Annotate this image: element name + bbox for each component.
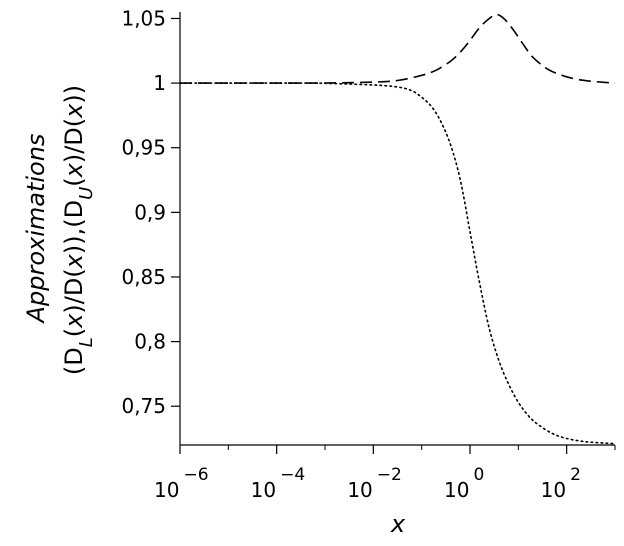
y-tick-label: 0,8: [134, 330, 166, 354]
ylabel-x2: x: [60, 253, 88, 269]
ticks-layer: 0,75 0,8 0,85 0,9 0,95 1 1,05 10−6 10−4 10−2 100 10…: [121, 6, 616, 502]
ylabel-part-mid4: (: [60, 177, 88, 186]
series-layer: [179, 13, 616, 445]
x-tick-label: 100: [444, 465, 484, 502]
y-tick-label: 0,95: [121, 136, 166, 160]
ylabel-x4: x: [60, 103, 88, 119]
series-upper-dashed-line: [179, 13, 616, 84]
y-tick-label: 0,75: [121, 394, 166, 418]
y-axis-label-line2-group: (DL(x)/D(x)),(DU(x)/D(x)): [60, 85, 97, 375]
x-axis-label: x: [390, 510, 406, 538]
ylabel-sub-l: L: [76, 337, 97, 347]
x-tick-label: 10−2: [347, 465, 402, 502]
plot-area: [179, 12, 615, 446]
series-lower-dotted-line: [179, 82, 616, 445]
ylabel-part-close: )): [60, 85, 88, 104]
x-tick-label: 10−6: [154, 465, 209, 502]
ylabel-sub-u: U: [76, 187, 97, 200]
y-tick-label: 1,05: [121, 6, 166, 30]
ylabel-part-mid5: )/D(: [60, 118, 88, 163]
ylabel-x1: x: [60, 313, 88, 329]
ylabel-x3: x: [60, 162, 88, 178]
y-axis-label-line2: (DL(x)/D(x)),(DU(x)/D(x)): [60, 85, 97, 375]
ylabel-part-open: (D: [60, 347, 88, 375]
x-tick-label: 10−4: [251, 465, 306, 502]
y-axis-label-line1: Approximations: [22, 134, 50, 325]
y-tick-label: 0,85: [121, 265, 166, 289]
x-tick-label: 102: [541, 465, 581, 502]
ylabel-part-mid3: )),(D: [60, 200, 88, 254]
y-axis-label-line1-group: Approximations: [22, 134, 50, 325]
ylabel-part-mid1: (: [60, 328, 88, 337]
y-tick-label: 1: [153, 71, 166, 95]
ylabel-part-mid2: )/D(: [60, 268, 88, 313]
y-tick-label: 0,9: [134, 200, 166, 224]
